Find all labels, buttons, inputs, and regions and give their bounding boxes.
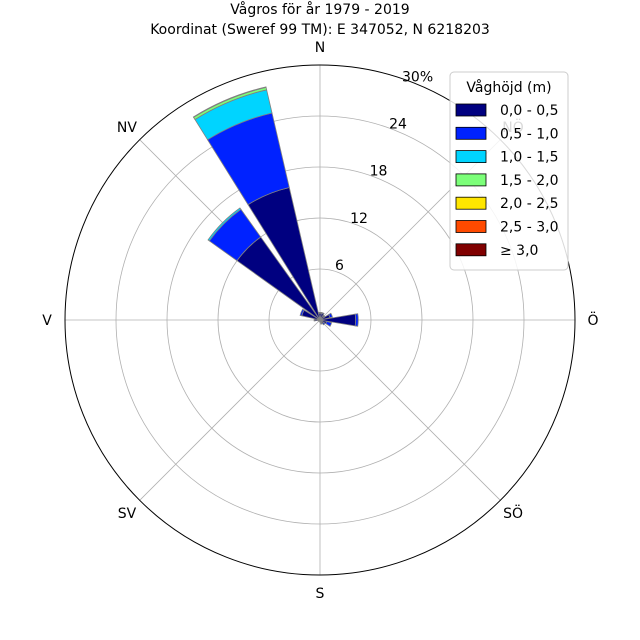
rose-bar-NNÖ-2 — [321, 312, 325, 315]
rose-bar-VSV-2 — [317, 319, 320, 322]
legend-swatch — [455, 103, 487, 117]
legend-label: 2,0 - 2,5 — [500, 196, 558, 212]
direction-label: NV — [117, 120, 137, 136]
legend-label: 0,0 - 0,5 — [500, 103, 558, 119]
rose-bar-ÖNÖ-2 — [328, 312, 333, 319]
rose-bar-V-2 — [313, 318, 316, 322]
rose-bar-NV-3 — [207, 207, 242, 242]
direction-label: SÖ — [503, 504, 523, 522]
rose-bar-N-2 — [318, 311, 322, 314]
radial-tick-label: 6 — [335, 258, 344, 274]
outer-ring — [64, 64, 576, 576]
legend-swatch — [455, 196, 487, 210]
legend-items: 0,0 - 0,5 0,5 - 1,0 1,0 - 1,5 1,5 - 2,0 2,0 … — [455, 103, 558, 259]
legend-swatch — [455, 220, 487, 233]
legend-label: 2,5 - 3,0 — [500, 220, 558, 236]
legend-frame — [449, 71, 569, 271]
legend-label: 1,5 - 2,0 — [500, 173, 558, 189]
rose-bar-ÖSÖ-2 — [325, 321, 333, 327]
legend-label: 0,5 - 1,0 — [500, 126, 558, 142]
radial-tick-labels: 6 12 18 24 30% — [335, 69, 433, 273]
legend: Våghöjd (m) 0,0 - 0,5 0,5 - 1,0 1,0 - 1,5 1… — [449, 71, 569, 271]
rose-bars — [192, 86, 359, 327]
radial-tick-label: 12 — [350, 211, 368, 227]
direction-label: SV — [118, 506, 137, 522]
rose-bar-SSÖ-2 — [320, 322, 323, 325]
radial-tick-label: 18 — [370, 164, 388, 180]
direction-label: Ö — [587, 311, 598, 329]
legend-title: Våghöjd (m) — [466, 79, 551, 96]
rose-bar-Ö-2 — [354, 313, 359, 327]
rose-bar-VNV-2 — [299, 308, 305, 317]
direction-label: V — [42, 313, 52, 329]
rose-bar-NÖ-2 — [322, 314, 326, 318]
legend-swatch — [455, 243, 487, 257]
rose-bar-Ö-1 — [319, 313, 357, 327]
direction-label: S — [316, 586, 325, 602]
legend-label: ≥ 3,0 — [500, 243, 538, 259]
grid-spoke — [139, 319, 321, 501]
direction-label: N — [315, 40, 325, 56]
legend-swatch — [455, 173, 487, 187]
legend-label: 1,0 - 1,5 — [500, 150, 558, 166]
legend-swatch — [455, 150, 487, 164]
grid-spoke — [319, 319, 501, 501]
radial-tick-label: 24 — [389, 117, 407, 133]
rose-bar-SÖ-2 — [321, 321, 326, 326]
chart-title: Vågros för år 1979 - 2019 — [230, 1, 409, 18]
radial-tick-label: 30% — [402, 69, 433, 85]
legend-swatch — [455, 126, 487, 140]
chart-subtitle: Koordinat (Sweref 99 TM): E 347052, N 62… — [150, 22, 490, 38]
rose-bar-NNV-5 — [192, 86, 267, 118]
